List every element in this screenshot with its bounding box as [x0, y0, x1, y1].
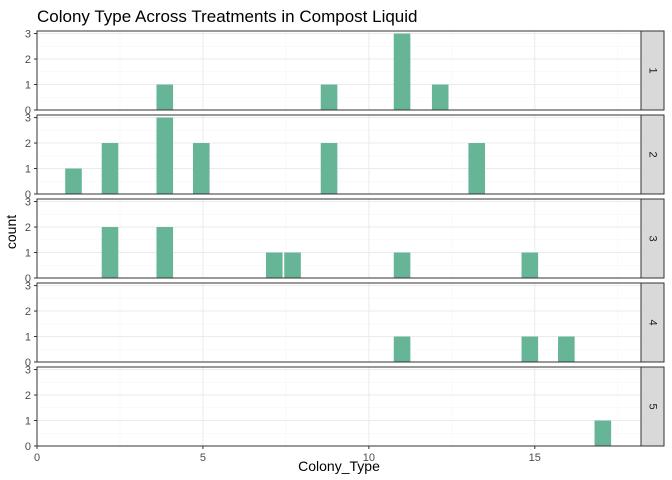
y-tick-label: 2	[25, 54, 31, 66]
facet-strip-label: 3	[647, 235, 659, 241]
histogram-bar	[156, 117, 174, 194]
histogram-bar	[468, 143, 486, 194]
histogram-bar	[192, 143, 210, 194]
facet-strip	[640, 282, 665, 363]
y-tick-label: 1	[25, 80, 31, 92]
facet-strip	[640, 30, 665, 111]
y-tick-label: 0	[25, 273, 31, 285]
histogram-bar	[393, 33, 411, 110]
histogram-bar	[521, 252, 539, 278]
facet-panel-3: 0 1 2 3 3	[25, 197, 665, 285]
facet-panel-5: 0 1 2 3 5	[25, 365, 665, 453]
facet-panel-2: 0 1 2 3 2	[25, 113, 665, 201]
histogram-bar	[156, 227, 174, 278]
histogram-bar	[393, 252, 411, 278]
y-tick-label: 2	[25, 306, 31, 318]
y-tick-label: 0	[25, 441, 31, 453]
y-tick-label: 2	[25, 222, 31, 234]
histogram-bar	[594, 420, 612, 446]
x-axis-title: Colony_Type	[298, 458, 380, 474]
histogram-bar	[156, 84, 174, 110]
facet-strip-label: 2	[647, 151, 659, 157]
x-tick-label: 15	[529, 452, 541, 464]
histogram-bar	[265, 252, 283, 278]
panel-border	[36, 114, 642, 195]
histogram-bar	[431, 84, 449, 110]
y-tick-label: 2	[25, 138, 31, 150]
histogram-bar	[101, 227, 119, 278]
x-axis: 0 5 10 15	[34, 446, 541, 464]
histogram-bar	[320, 84, 338, 110]
y-tick-label: 1	[25, 248, 31, 260]
panel-border	[36, 198, 642, 279]
histogram-bar	[320, 143, 338, 194]
facet-panel-1: 0 1 2 3 1	[25, 29, 665, 117]
facet-strip	[640, 198, 665, 279]
chart-title: Colony Type Across Treatments in Compost…	[37, 7, 417, 26]
histogram-bar	[393, 336, 411, 362]
histogram-bar	[284, 252, 301, 278]
y-tick-label: 0	[25, 189, 31, 201]
facet-strip-label: 5	[647, 403, 659, 409]
y-tick-label: 3	[25, 365, 31, 377]
x-tick-label: 10	[363, 452, 375, 464]
histogram-bar	[558, 336, 575, 362]
y-tick-label: 0	[25, 357, 31, 369]
y-tick-label: 3	[25, 281, 31, 293]
x-tick-label: 0	[34, 452, 40, 464]
facet-strip-label: 1	[647, 67, 659, 73]
histogram-bar	[101, 143, 119, 194]
y-tick-label: 3	[25, 197, 31, 209]
y-tick-label: 1	[25, 164, 31, 176]
y-tick-label: 1	[25, 416, 31, 428]
histogram-bar	[521, 336, 539, 362]
y-tick-label: 2	[25, 390, 31, 402]
panel-border	[36, 30, 642, 111]
panel-border	[36, 282, 642, 363]
y-tick-label: 1	[25, 332, 31, 344]
x-tick-label: 5	[200, 452, 206, 464]
facet-strip	[640, 114, 665, 195]
facet-panel-4: 0 1 2 3 4	[25, 281, 665, 369]
y-tick-label: 3	[25, 113, 31, 125]
y-axis-title: count	[3, 215, 19, 249]
y-tick-label: 0	[25, 105, 31, 117]
y-tick-label: 3	[25, 29, 31, 41]
panel-border	[36, 366, 642, 447]
histogram-bar	[65, 168, 82, 194]
facet-strip	[640, 366, 665, 447]
facet-strip-label: 4	[647, 319, 659, 325]
